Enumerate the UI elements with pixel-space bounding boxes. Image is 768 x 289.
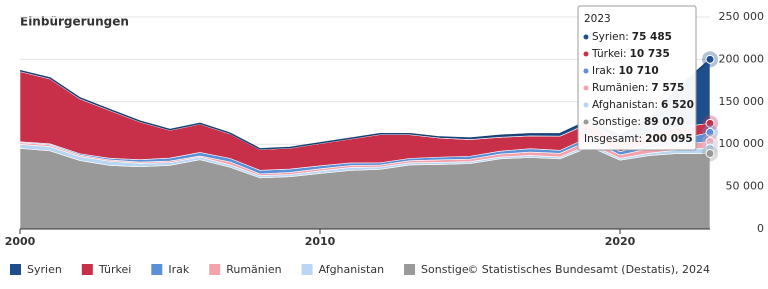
legend-label: Sonstige — [421, 263, 469, 276]
source: © Statistisches Bundesamt (Destatis), 20… — [467, 263, 710, 276]
point — [705, 127, 715, 137]
tooltip-label: Afghanistan: — [592, 99, 658, 111]
point — [705, 118, 715, 128]
x-tick-label: 2020 — [605, 235, 636, 248]
legend-label: Afghanistan — [319, 263, 385, 276]
legend-swatch — [209, 264, 221, 275]
tooltip-value: 6 520 — [661, 99, 694, 111]
tooltip-value: 10 735 — [630, 48, 670, 60]
legend-label: Irak — [168, 263, 190, 276]
x-tick-label: 2000 — [5, 235, 36, 248]
x-tick-label: 2010 — [305, 235, 336, 248]
legend-swatch — [151, 264, 163, 275]
chart-title: Einbürgerungen — [20, 15, 129, 29]
tooltip-label: Syrien: — [592, 31, 629, 43]
legend-label: Rumänien — [226, 263, 281, 276]
tooltip-label: Rumänien: — [592, 82, 648, 94]
tooltip-label: Irak: — [592, 65, 615, 77]
point — [705, 54, 715, 64]
tooltip-title: 2023 — [584, 13, 611, 25]
point — [705, 148, 715, 158]
y-tick-label: 250 000 — [719, 10, 765, 23]
tooltip-dot — [583, 119, 589, 125]
tooltip-box — [577, 5, 697, 151]
tooltip-label: Sonstige: — [592, 116, 641, 128]
tooltip: 2023 Syrien: 75 485 Türkei: 10 735 Irak: 10 71… — [577, 5, 697, 151]
y-tick-label: 0 — [757, 222, 764, 235]
tooltip-dot — [583, 68, 589, 74]
legend-label: Syrien — [27, 263, 62, 276]
tooltip-dot — [583, 85, 589, 91]
tooltip-dot — [583, 51, 589, 57]
tooltip-label: Türkei: — [591, 48, 627, 60]
legend-swatch — [301, 264, 313, 275]
y-tick-label: 100 000 — [719, 137, 765, 150]
tooltip-value: 75 485 — [632, 31, 672, 43]
y-tick-label: 50 000 — [726, 180, 765, 193]
tooltip-dot — [583, 102, 589, 108]
legend-label: Türkei — [98, 263, 132, 276]
tooltip-total-value: 200 095 — [645, 133, 693, 145]
tooltip-value: 89 070 — [644, 116, 684, 128]
tooltip-value: 7 575 — [651, 82, 684, 94]
tooltip-dot — [583, 34, 589, 40]
legend-swatch — [10, 264, 21, 275]
y-tick-label: 150 000 — [719, 95, 765, 108]
y-tick-label: 200 000 — [719, 52, 765, 65]
legend-swatch — [81, 264, 93, 275]
tooltip-value: 10 710 — [618, 65, 658, 77]
tooltip-total-label: Insgesamt: — [584, 133, 642, 145]
legend-swatch — [404, 264, 416, 275]
